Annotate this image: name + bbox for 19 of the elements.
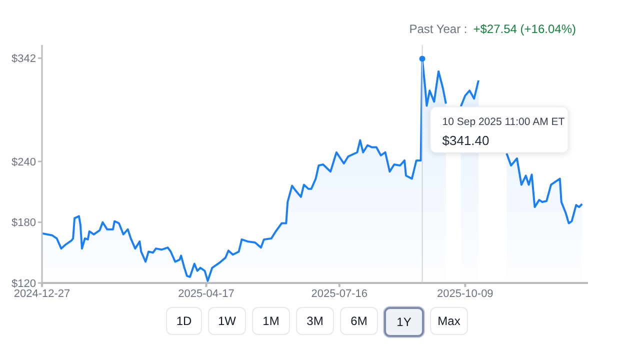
y-tick-label: $180	[12, 217, 36, 230]
range-button[interactable]: 3M	[296, 307, 334, 335]
y-tick-label: $240	[12, 156, 36, 168]
x-tick-label: 2025-10-09	[437, 288, 494, 300]
chart-subtitle: +$27.54 (+16.04%)	[473, 22, 576, 36]
x-tick-label: 2025-04-17	[178, 288, 234, 300]
range-button[interactable]: 1W	[208, 307, 246, 335]
range-button[interactable]: 1Y	[384, 307, 424, 337]
range-button[interactable]: Max	[430, 307, 468, 335]
annotation: $341.40	[442, 132, 490, 148]
range-button[interactable]: 1M	[252, 307, 290, 335]
annotation: 10 Sep 2025 11:00 AM ET	[442, 116, 566, 128]
y-tick-label: $342	[12, 53, 36, 66]
x-tick-label: 2024-12-27	[14, 288, 70, 300]
x-tick-label: 2025-07-16	[311, 288, 368, 300]
range-button[interactable]: 1D	[166, 307, 202, 335]
chart-title: Past Year :	[409, 22, 468, 36]
range-button[interactable]: 6M	[340, 307, 378, 335]
y-tick-label: $120	[12, 278, 36, 290]
